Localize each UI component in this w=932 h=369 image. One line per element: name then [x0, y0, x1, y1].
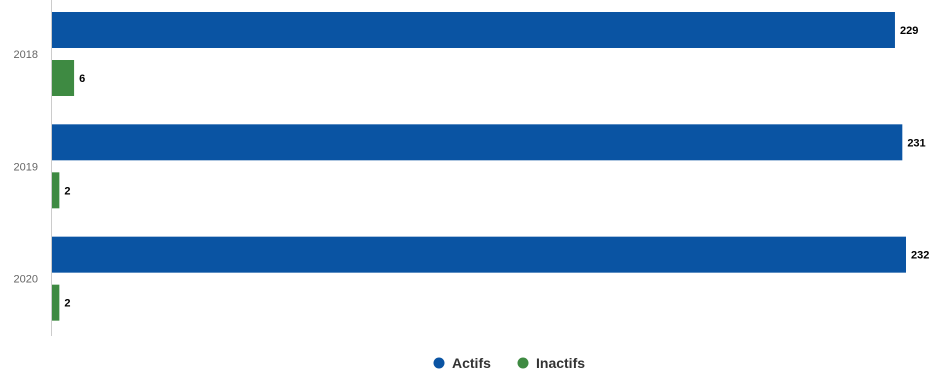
data-label-inactifs-2019: 2: [64, 185, 70, 197]
bars-group: 2018 229 6 2019 231 2 2020 232 2: [14, 12, 929, 321]
legend[interactable]: Actifs Inactifs: [433, 355, 586, 369]
legend-item-actifs[interactable]: Actifs: [433, 355, 492, 369]
legend-label-inactifs: Inactifs: [536, 355, 585, 369]
legend-item-inactifs[interactable]: Inactifs: [517, 355, 586, 369]
legend-marker-actifs: [433, 357, 445, 369]
bar-inactifs-2018[interactable]: [52, 60, 75, 96]
bar-actifs-2019[interactable]: [52, 124, 903, 161]
data-label-actifs-2018: 229: [900, 25, 918, 37]
data-label-actifs-2020: 232: [911, 250, 929, 262]
bar-inactifs-2019[interactable]: [52, 172, 60, 209]
category-label-2020: 2020: [14, 274, 38, 286]
bar-actifs-2018[interactable]: [52, 12, 895, 48]
legend-label-actifs: Actifs: [452, 355, 491, 369]
category-label-2019: 2019: [14, 161, 38, 173]
bar-actifs-2020[interactable]: [52, 236, 906, 273]
data-label-actifs-2019: 231: [907, 137, 925, 149]
data-label-inactifs-2020: 2: [64, 298, 70, 310]
legend-marker-inactifs: [517, 357, 529, 369]
category-label-2018: 2018: [14, 49, 38, 61]
bar-inactifs-2020[interactable]: [52, 284, 60, 321]
data-label-inactifs-2018: 6: [79, 73, 85, 85]
